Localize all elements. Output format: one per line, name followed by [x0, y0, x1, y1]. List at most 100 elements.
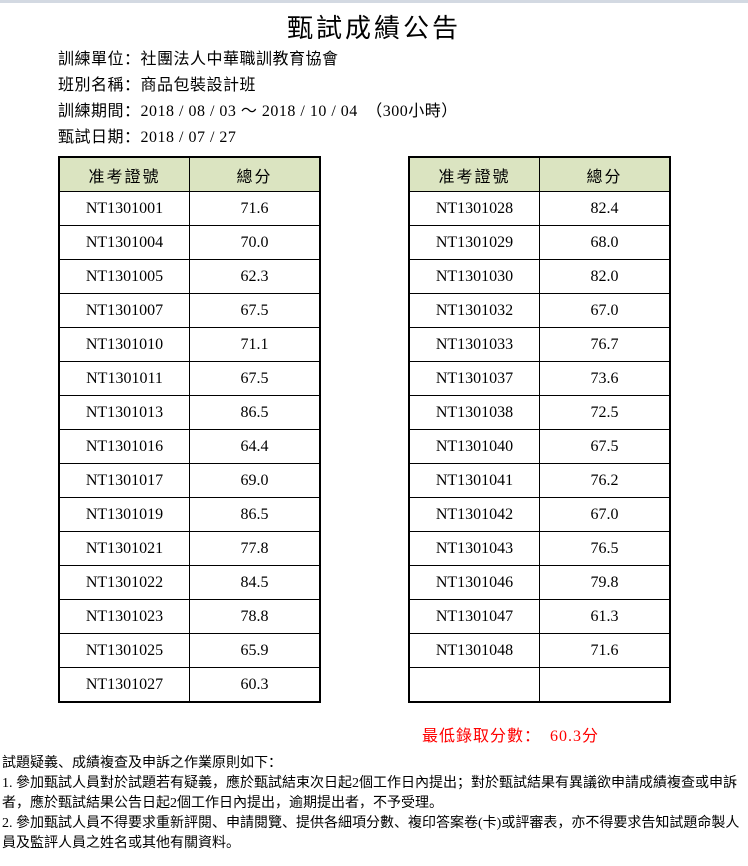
table-row [408, 667, 671, 703]
table-cell: NT1301033 [408, 327, 540, 362]
table-cell: NT1301027 [58, 667, 190, 703]
table-row: NT1301041 76.2 [408, 463, 671, 498]
minimum-score-label: 最低錄取分數： [422, 728, 542, 745]
table-cell: 79.8 [539, 565, 671, 600]
table-cell: 69.0 [189, 463, 321, 498]
table-cell: NT1301023 [58, 599, 190, 634]
table-cell [539, 667, 671, 703]
col-header-ticket-number: 准考證號 [408, 156, 540, 192]
info-line-class-name: 班別名稱：商品包裝設計班 [58, 77, 257, 94]
table-cell [408, 667, 540, 703]
table-row: NT1301046 79.8 [408, 565, 671, 600]
table-cell: 76.5 [539, 531, 671, 566]
table-cell: NT1301043 [408, 531, 540, 566]
table-cell: 82.0 [539, 259, 671, 294]
col-header-total-score: 總分 [539, 156, 671, 192]
table-cell: 68.0 [539, 225, 671, 260]
table-row: NT1301038 72.5 [408, 395, 671, 430]
table-row: NT1301048 71.6 [408, 633, 671, 668]
table-cell: 73.6 [539, 361, 671, 396]
table-cell: NT1301007 [58, 293, 190, 328]
table-header-row: 准考證號 總分 [408, 156, 671, 192]
table-row: NT1301033 76.7 [408, 327, 671, 362]
table-row: NT1301047 61.3 [408, 599, 671, 634]
table-cell: NT1301025 [58, 633, 190, 668]
table-cell: NT1301042 [408, 497, 540, 532]
table-row: NT1301037 73.6 [408, 361, 671, 396]
notes-heading: 試題疑義、成績複查及申訴之作業原則如下： [2, 756, 282, 771]
score-table-left: 准考證號 總分 NT1301001 71.6 NT1301004 70.0 NT1301… [58, 156, 321, 703]
table-cell: NT1301013 [58, 395, 190, 430]
table-cell: NT1301019 [58, 497, 190, 532]
table-cell: NT1301005 [58, 259, 190, 294]
info-line-training-period: 訓練期間：2018 / 08 / 03 ～ 2018 / 10 / 04 （30… [58, 103, 458, 120]
table-cell: 86.5 [189, 395, 321, 430]
table-cell: NT1301017 [58, 463, 190, 498]
table-cell: 67.0 [539, 293, 671, 328]
table-cell: 71.6 [539, 633, 671, 668]
table-cell: 76.2 [539, 463, 671, 498]
table-cell: NT1301011 [58, 361, 190, 396]
table-row: NT1301042 67.0 [408, 497, 671, 532]
window-top-edge [0, 0, 748, 3]
table-cell: 67.5 [539, 429, 671, 464]
table-row: NT1301029 68.0 [408, 225, 671, 260]
table-cell: NT1301029 [408, 225, 540, 260]
table-cell: 71.1 [189, 327, 321, 362]
table-cell: 78.8 [189, 599, 321, 634]
table-cell: NT1301040 [408, 429, 540, 464]
table-row: NT1301043 76.5 [408, 531, 671, 566]
table-cell: NT1301001 [58, 191, 190, 226]
score-table-right-body: NT1301028 82.4 NT1301029 68.0 NT1301030 82.0 N… [408, 191, 671, 703]
table-row: NT1301023 78.8 [58, 599, 321, 634]
table-cell: 64.4 [189, 429, 321, 464]
table-row: NT1301017 69.0 [58, 463, 321, 498]
table-cell: NT1301021 [58, 531, 190, 566]
table-cell: 62.3 [189, 259, 321, 294]
table-cell: NT1301047 [408, 599, 540, 634]
notes-block: 試題疑義、成績複查及申訴之作業原則如下： 1. 參加甄試人員對於試題若有疑義，應… [2, 754, 747, 854]
info-line-exam-date: 甄試日期：2018 / 07 / 27 [58, 129, 237, 146]
table-row: NT1301021 77.8 [58, 531, 321, 566]
table-cell: NT1301041 [408, 463, 540, 498]
table-row: NT1301025 65.9 [58, 633, 321, 668]
table-cell: 82.4 [539, 191, 671, 226]
table-cell: NT1301016 [58, 429, 190, 464]
table-header-row: 准考證號 總分 [58, 156, 321, 192]
table-cell: 67.5 [189, 293, 321, 328]
table-row: NT1301004 70.0 [58, 225, 321, 260]
note-item-1: 1. 參加甄試人員對於試題若有疑義，應於甄試結束次日起2個工作日內提出；對於甄試… [2, 776, 737, 811]
table-row: NT1301010 71.1 [58, 327, 321, 362]
table-cell: 72.5 [539, 395, 671, 430]
table-cell: NT1301048 [408, 633, 540, 668]
score-table-right: 准考證號 總分 NT1301028 82.4 NT1301029 68.0 NT1301… [408, 156, 671, 703]
table-row: NT1301016 64.4 [58, 429, 321, 464]
col-header-total-score: 總分 [189, 156, 321, 192]
minimum-score-note: 最低錄取分數： 60.3分 [422, 722, 599, 746]
table-row: NT1301019 86.5 [58, 497, 321, 532]
table-row: NT1301007 67.5 [58, 293, 321, 328]
table-cell: NT1301032 [408, 293, 540, 328]
table-row: NT1301032 67.0 [408, 293, 671, 328]
table-cell: 67.0 [539, 497, 671, 532]
table-cell: NT1301037 [408, 361, 540, 396]
table-cell: 71.6 [189, 191, 321, 226]
table-cell: NT1301028 [408, 191, 540, 226]
table-row: NT1301005 62.3 [58, 259, 321, 294]
table-row: NT1301028 82.4 [408, 191, 671, 226]
table-row: NT1301040 67.5 [408, 429, 671, 464]
table-cell: 84.5 [189, 565, 321, 600]
table-cell: 86.5 [189, 497, 321, 532]
table-row: NT1301013 86.5 [58, 395, 321, 430]
table-cell: NT1301030 [408, 259, 540, 294]
table-row: NT1301030 82.0 [408, 259, 671, 294]
table-cell: 76.7 [539, 327, 671, 362]
table-cell: NT1301038 [408, 395, 540, 430]
table-cell: 77.8 [189, 531, 321, 566]
table-row: NT1301001 71.6 [58, 191, 321, 226]
table-cell: 67.5 [189, 361, 321, 396]
table-row: NT1301022 84.5 [58, 565, 321, 600]
col-header-ticket-number: 准考證號 [58, 156, 190, 192]
page-title: 甄試成績公告 [286, 14, 461, 43]
